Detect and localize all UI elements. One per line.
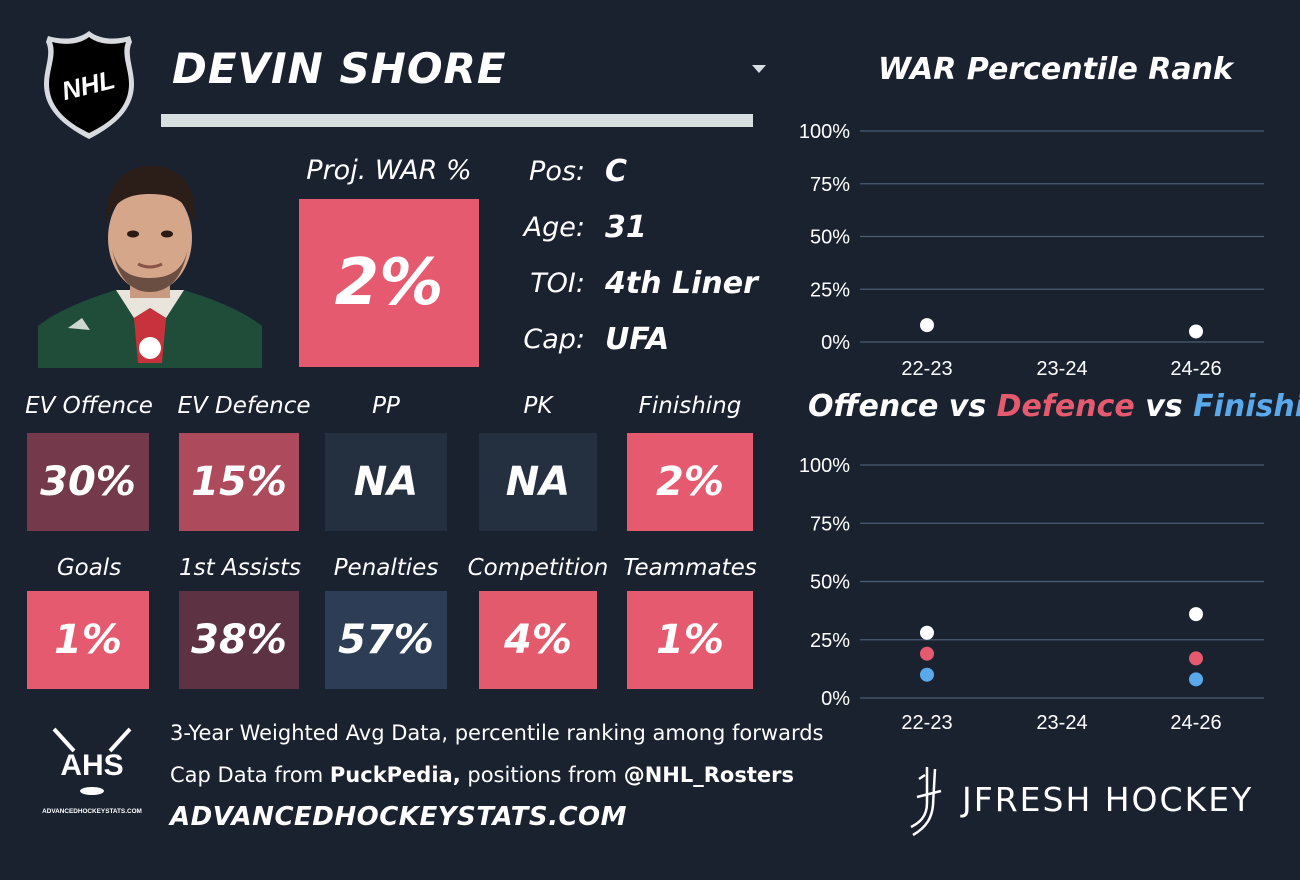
title-finishing: Finishing [1193, 389, 1300, 424]
war-ytick-label: 0% [821, 332, 850, 354]
cap-label: Cap: [523, 324, 585, 355]
penalties-value: 57% [325, 591, 447, 689]
comparison-xtick-label: 24-26 [1170, 712, 1221, 734]
teammates-value: 1% [627, 591, 753, 689]
toi-label: TOI: [530, 268, 585, 299]
ahs-logo-icon: AHS ADVANCEDHOCKEYSTATS.COM [42, 727, 142, 815]
name-underline [161, 114, 753, 127]
war-chart-title: WAR Percentile Rank [878, 52, 1233, 87]
nhl-rosters-handle: @NHL_Rosters [623, 763, 794, 787]
proj-war-value: 2% [299, 199, 479, 367]
first-assists-label: 1st Assists [178, 555, 302, 581]
war-ytick-label: 100% [799, 121, 850, 143]
sources-prefix: Cap Data from [170, 763, 330, 787]
pk-value: NA [479, 433, 597, 531]
teammates-label: Teammates [623, 555, 757, 581]
war-ytick-label: 25% [810, 279, 850, 301]
goals-label: Goals [56, 555, 122, 581]
competition-value: 4% [479, 591, 597, 689]
sources-mid: positions from [460, 763, 624, 787]
ev-offence-value: 30% [27, 433, 149, 531]
first-assists-value: 38% [179, 591, 299, 689]
ev-offence-label: EV Offence [25, 393, 153, 419]
proj-war-label: Proj. WAR % [306, 155, 472, 186]
comparison-point-finishing [1189, 672, 1203, 687]
pk-label: PK [523, 393, 553, 419]
finishing-value: 2% [627, 433, 753, 531]
title-defence: Defence [996, 389, 1135, 424]
comparison-ytick-label: 100% [799, 455, 850, 477]
comparison-point-finishing [920, 667, 934, 682]
war-point [920, 318, 934, 333]
war-point [1189, 324, 1203, 339]
comparison-point-offence [920, 625, 934, 640]
ahs-logo-text: AHS [60, 749, 123, 782]
finishing-label: Finishing [638, 393, 742, 419]
toi-value: 4th Liner [605, 266, 758, 301]
ev-defence-value: 15% [179, 433, 299, 531]
caret-down-icon[interactable] [750, 62, 768, 76]
title-offence: Offence [808, 389, 939, 424]
footnote-sources: Cap Data from PuckPedia, positions from … [170, 763, 794, 787]
title-vs-2: vs [1134, 389, 1194, 424]
comparison-point-offence [1189, 607, 1203, 622]
goals-value: 1% [27, 591, 149, 689]
comparison-chart-title: Offence vs Defence vs Finishing [808, 389, 1300, 424]
position-label: Pos: [529, 156, 585, 187]
nhl-shield-icon: NHL [44, 31, 134, 139]
comparison-ytick-label: 25% [810, 630, 850, 652]
puckpedia-link: PuckPedia, [329, 763, 461, 787]
footnote-weighted-avg: 3-Year Weighted Avg Data, percentile ran… [170, 721, 824, 745]
comparison-ytick-label: 0% [821, 688, 850, 710]
jfresh-hockey-brand: JFRESH HOCKEY [962, 780, 1254, 819]
comparison-xtick-label: 22-23 [901, 712, 952, 734]
comparison-xtick-label: 23-24 [1036, 712, 1087, 734]
ahs-logo-subtext: ADVANCEDHOCKEYSTATS.COM [42, 808, 142, 815]
comparison-ytick-label: 75% [810, 513, 850, 535]
competition-label: Competition [467, 555, 609, 581]
comparison-ytick-label: 50% [810, 572, 850, 594]
war-ytick-label: 75% [810, 174, 850, 196]
war-percentile-chart: 100% 75% 50% 25% 0% 22-23 23-24 24-26 [799, 121, 1264, 380]
offence-defence-finishing-chart: 100% 75% 50% 25% 0% 22-23 23-24 24-26 [799, 455, 1264, 734]
player-photo [38, 165, 262, 368]
age-value: 31 [605, 210, 647, 245]
pp-value: NA [325, 433, 447, 531]
comparison-point-defence [920, 646, 934, 661]
comparison-point-defence [1189, 651, 1203, 666]
jfresh-stick-icon [910, 767, 942, 837]
cap-value: UFA [605, 322, 670, 357]
site-url: ADVANCEDHOCKEYSTATS.COM [170, 802, 628, 832]
war-xtick-label: 22-23 [901, 358, 952, 380]
war-xtick-label: 23-24 [1036, 358, 1087, 380]
war-ytick-label: 50% [810, 227, 850, 249]
position-value: C [605, 154, 628, 189]
title-vs-1: vs [938, 389, 997, 424]
ev-defence-label: EV Defence [177, 393, 311, 419]
age-label: Age: [523, 212, 585, 243]
player-name: DEVIN SHORE [172, 44, 507, 93]
pp-label: PP [372, 393, 400, 419]
war-xtick-label: 24-26 [1170, 358, 1221, 380]
penalties-label: Penalties [333, 555, 439, 581]
